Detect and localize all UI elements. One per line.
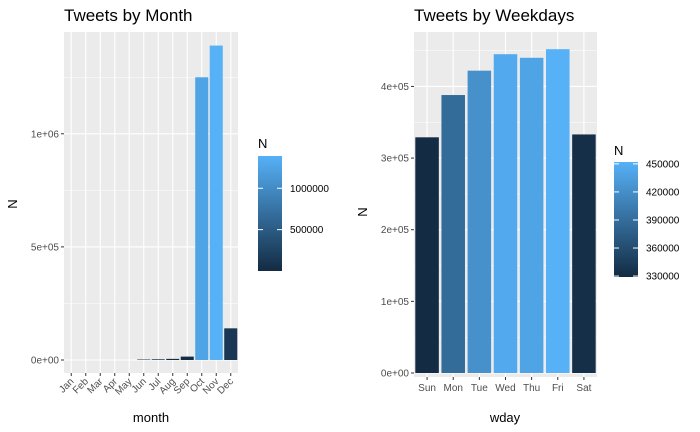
y-tick-label: 1e+06 (31, 129, 60, 140)
chart-wday: Tweets by Weekdays 0e+00 1e+05 2e+05 3e+05 4… (355, 6, 680, 425)
bar-aug (166, 358, 180, 360)
plot-panel (64, 32, 238, 373)
legend-label: 500000 (290, 225, 324, 236)
legend-label: 420000 (646, 187, 680, 198)
legend-label: 330000 (646, 272, 680, 283)
x-tick-label: Sun (418, 383, 436, 394)
x-tick-label: Fri (552, 383, 564, 394)
x-tick-label: Thu (523, 383, 540, 394)
legend: N 330000 360000 390000 420000 450000 (614, 143, 680, 283)
bar-thu (519, 57, 544, 373)
y-tick-label: 5e+05 (31, 242, 60, 253)
x-tick-label: Dec (216, 376, 236, 396)
legend-colorbar (258, 156, 282, 271)
bars (137, 45, 238, 360)
legend: N 500000 1000000 (258, 136, 329, 271)
y-tick-label: 1e+05 (381, 297, 410, 308)
bar-mon (441, 95, 465, 373)
bars (415, 49, 596, 374)
y-axis-title: N (355, 207, 370, 216)
legend-label: 390000 (646, 215, 680, 226)
legend-title: N (258, 136, 267, 151)
x-tick-label: Sat (576, 383, 591, 394)
legend-label: 1000000 (290, 184, 329, 195)
bar-wed (493, 54, 518, 374)
bar-fri (546, 49, 570, 374)
y-tick-label: 4e+05 (381, 82, 410, 93)
x-axis-title: wday (489, 410, 521, 425)
x-axis-title: month (133, 410, 169, 425)
legend-ticks: 330000 360000 390000 420000 450000 (614, 159, 680, 283)
bar-jul (151, 359, 165, 360)
y-tick-label: 2e+05 (381, 225, 410, 236)
legend-title: N (614, 143, 623, 158)
bar-oct (195, 77, 209, 360)
y-tick-label: 0e+00 (31, 356, 60, 367)
x-tick-label: Mon (443, 383, 462, 394)
y-tick-label: 3e+05 (381, 154, 410, 165)
legend-label: 450000 (646, 159, 680, 170)
y-ticks: 0e+00 5e+05 1e+06 (31, 129, 64, 367)
bar-dec (224, 328, 238, 360)
y-tick-label: 0e+00 (381, 369, 410, 380)
x-tick-label: Wed (495, 383, 515, 394)
legend-ticks: 500000 1000000 (258, 184, 329, 236)
gridlines (64, 32, 238, 373)
chart-title: Tweets by Month (64, 6, 193, 25)
bar-tue (467, 70, 492, 373)
bar-sat (572, 134, 596, 373)
y-axis-title: N (5, 199, 20, 208)
bar-sun (415, 137, 439, 373)
x-ticks: Sun Mon Tue Wed Thu Fri Sat (418, 377, 592, 394)
y-ticks: 0e+00 1e+05 2e+05 3e+05 4e+05 (381, 82, 414, 380)
bar-nov (209, 45, 223, 360)
legend-label: 360000 (646, 244, 680, 255)
bar-sep (180, 356, 194, 360)
x-tick-label: Tue (471, 383, 488, 394)
chart-month: Tweets by Month 0e+00 5e+05 1e+06 JanFebMa… (5, 6, 329, 425)
chart-title: Tweets by Weekdays (414, 6, 574, 25)
